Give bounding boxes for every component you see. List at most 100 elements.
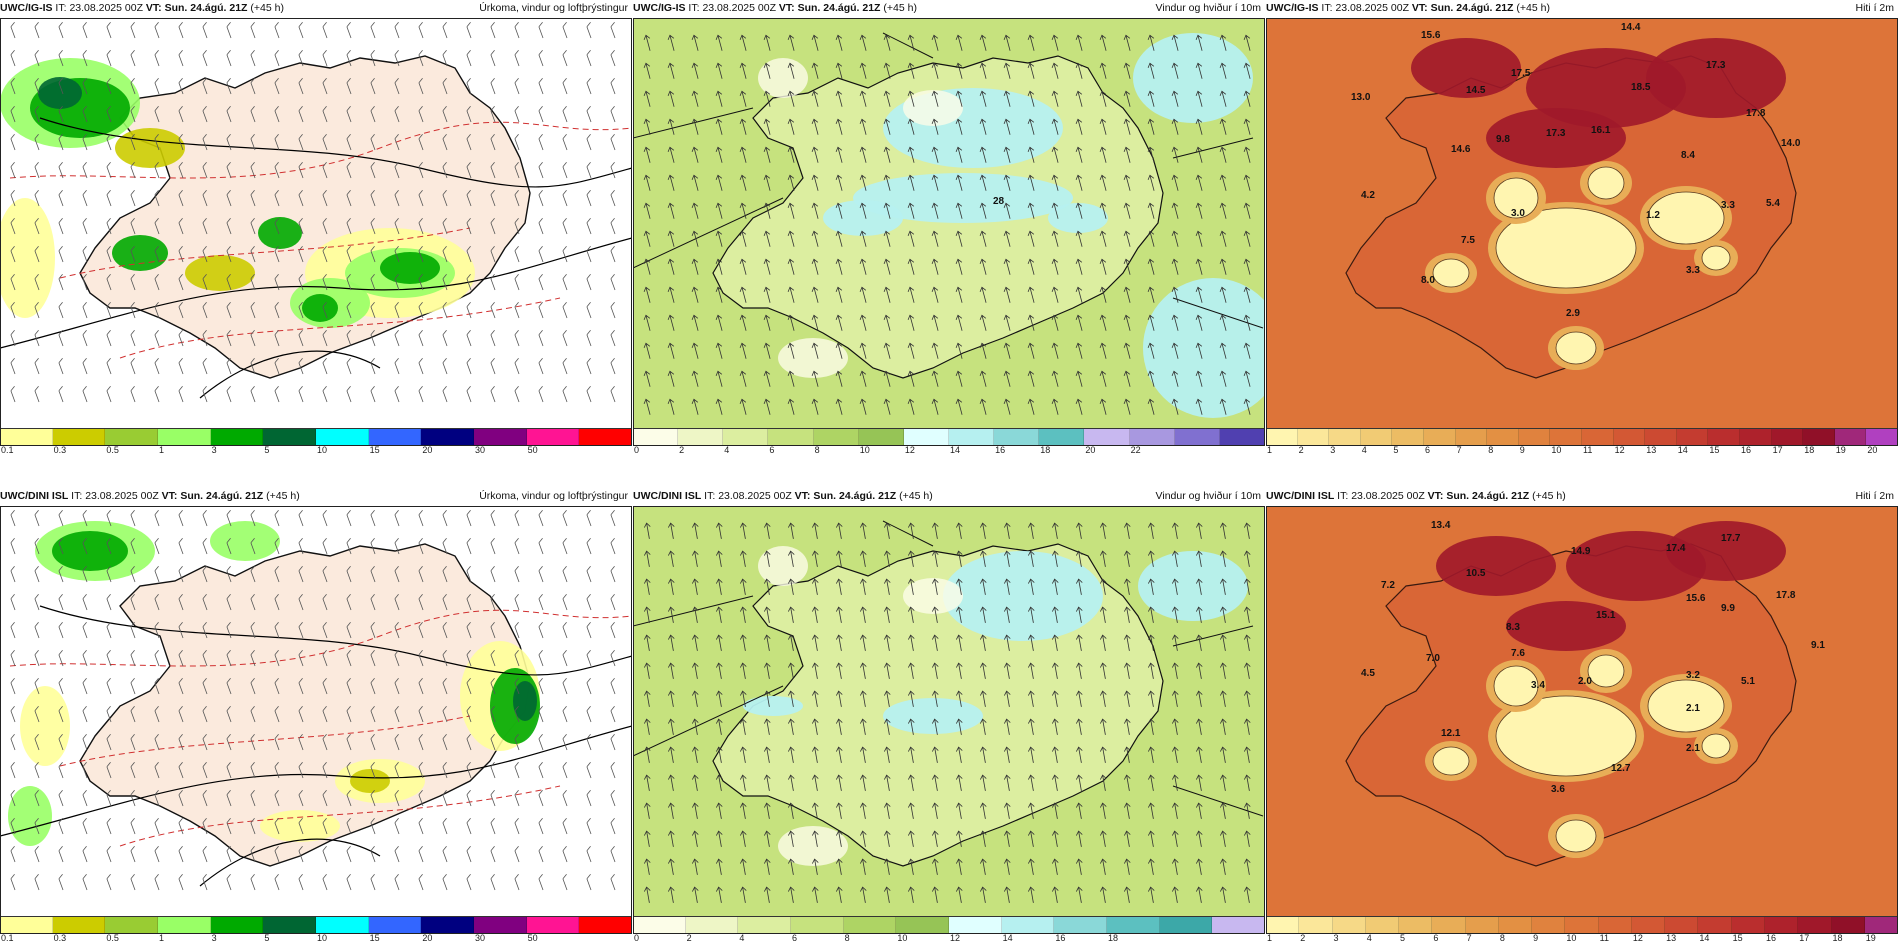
wind-barb	[130, 273, 136, 291]
wind-barb	[58, 761, 64, 779]
wind-barb	[490, 509, 496, 527]
wind-barb	[82, 49, 88, 67]
wind-barb	[250, 565, 256, 583]
wind-arrow	[691, 886, 699, 903]
colorbar-tick: 16	[995, 445, 1006, 455]
wind-arrow	[1243, 690, 1251, 707]
wind-arrow	[931, 34, 939, 51]
panel-title: Vindur og hviður í 10m	[1155, 490, 1261, 502]
wind-barb	[226, 217, 232, 235]
colorbar-tick: 8	[844, 933, 850, 943]
map-canvas: 13.417.714.9 17.410.515.67.217.815.19.98.…	[1266, 506, 1898, 916]
wind-barb	[250, 161, 256, 179]
precip-area	[513, 681, 537, 721]
wind-barb	[274, 677, 280, 695]
colorbar-swatch	[0, 917, 53, 933]
wind-arrow	[979, 886, 987, 903]
wind-arrow	[907, 606, 915, 623]
wind-barb	[322, 705, 328, 723]
wind-arrow	[643, 690, 651, 707]
wind-arrow	[907, 858, 915, 875]
wind-arrow	[931, 830, 939, 847]
wind-arrow	[643, 550, 651, 567]
wind-barb	[58, 245, 64, 263]
map-view[interactable]	[0, 506, 632, 916]
wind-barb	[10, 677, 16, 695]
wind-arrow	[835, 258, 843, 275]
colorbar-tick: 1	[1267, 933, 1273, 943]
colorbar-tick: 15	[1732, 933, 1743, 943]
wind-barb	[562, 301, 568, 319]
colorbar-tick: 14	[950, 445, 961, 455]
wind-arrow	[1219, 202, 1227, 219]
wind-barb	[442, 301, 448, 319]
wind-barb	[562, 733, 568, 751]
wind-barb	[178, 189, 184, 207]
wind-barb	[106, 49, 112, 67]
wind-arrow	[739, 146, 747, 163]
wind-barb	[562, 133, 568, 151]
wind-barb	[586, 789, 592, 807]
wind-arrow	[1123, 858, 1131, 875]
wind-arrow	[1051, 662, 1059, 679]
wind-barb	[154, 357, 160, 375]
wind-arrow	[835, 858, 843, 875]
wind-arrow	[955, 398, 963, 415]
wind-arrow	[787, 522, 795, 539]
map-view[interactable]: 14.4 15.6 17.5 17.3 18.5 13.0 14.5 17.8 17.3 16.1…	[1266, 18, 1898, 428]
map-view[interactable]	[0, 18, 632, 428]
wind-arrow	[1003, 802, 1011, 819]
wind-arrow	[907, 522, 915, 539]
wind-arrow	[955, 342, 963, 359]
wind-arrow	[1219, 522, 1227, 539]
wind-arrow	[907, 286, 915, 303]
colorbar-tick: 12	[1632, 933, 1643, 943]
wind-arrow	[1147, 662, 1155, 679]
wind-arrow	[931, 286, 939, 303]
colorbar-tick: 11	[1599, 933, 1609, 943]
wind-arrow	[931, 314, 939, 331]
wind-arrow	[1171, 258, 1179, 275]
wind-arrow	[715, 774, 723, 791]
wind-arrow	[1171, 634, 1179, 651]
wind-arrow	[1027, 342, 1035, 359]
wind-barb	[562, 105, 568, 123]
colorbar-tick: 14	[1699, 933, 1710, 943]
wind-barb	[514, 133, 520, 151]
wind-barb	[298, 845, 304, 863]
wind-arrow	[1051, 90, 1059, 107]
wind-arrow	[691, 202, 699, 219]
wind-barb	[274, 217, 280, 235]
it-label: IT:	[1337, 490, 1349, 502]
wind-barb	[418, 21, 424, 39]
wind-barb	[250, 273, 256, 291]
colorbar-tick: 0.3	[53, 933, 67, 943]
colorbar-swatch	[1039, 429, 1085, 445]
map-view[interactable]	[633, 506, 1265, 916]
wind-barb	[82, 77, 88, 95]
wind-arrow	[859, 202, 867, 219]
vt-label: VT:	[1427, 490, 1444, 502]
wind-arrow	[667, 34, 675, 51]
wind-arrow	[1243, 342, 1251, 359]
wind-arrow	[931, 230, 939, 247]
map-view[interactable]: 13.4 17.7 14.9 17.4 10.5 15.6 7.2 17.8 15.1 9.9 8.…	[1266, 506, 1898, 916]
colorbar-swatch	[210, 429, 264, 445]
wind-barb	[106, 593, 112, 611]
wind-arrow	[1243, 886, 1251, 903]
wind-barb	[418, 593, 424, 611]
wind-arrow	[763, 202, 771, 219]
colorbar-swatch	[474, 917, 527, 933]
wind-arrow	[1099, 286, 1107, 303]
wind-arrow	[1147, 314, 1155, 331]
colorbar-swatch	[1532, 917, 1566, 933]
map-view[interactable]: 28	[633, 18, 1265, 428]
wind-arrow	[1219, 858, 1227, 875]
wind-barb	[202, 565, 208, 583]
colorbar-tick: 0	[634, 445, 640, 455]
wind-barb	[274, 873, 280, 891]
colorbar-tick: 8	[1488, 445, 1494, 455]
wind-barb	[202, 705, 208, 723]
wind-barb	[58, 621, 64, 639]
wind-barb	[154, 873, 160, 891]
